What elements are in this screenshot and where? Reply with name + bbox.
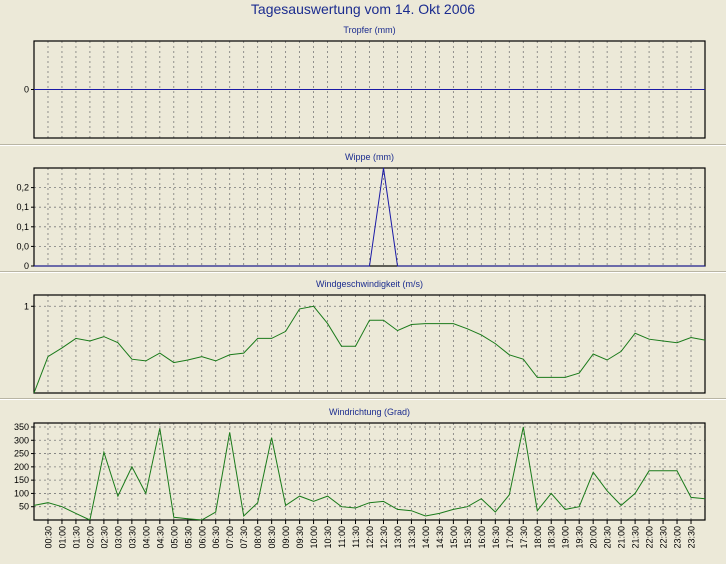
x-tick-label: 13:00	[393, 526, 403, 549]
chart-title-wippe: Wippe (mm)	[345, 152, 394, 162]
x-tick-label: 21:00	[617, 526, 627, 549]
y-tick-label: 50	[19, 502, 29, 512]
x-tick-label: 13:30	[407, 526, 417, 549]
x-tick-label: 21:30	[631, 526, 641, 549]
x-tick-label: 19:30	[575, 526, 585, 549]
y-tick-label: 0,1	[16, 222, 29, 232]
x-tick-label: 04:30	[155, 526, 165, 549]
x-tick-label: 02:00	[85, 526, 95, 549]
panel-separator	[0, 271, 726, 273]
y-tick-label: 100	[14, 488, 29, 498]
y-tick-label: 350	[14, 422, 29, 432]
x-tick-label: 23:00	[673, 526, 683, 549]
y-tick-label: 0,0	[16, 241, 29, 251]
x-tick-label: 09:30	[295, 526, 305, 549]
y-tick-label: 150	[14, 475, 29, 485]
chart-title-windrichtung: Windrichtung (Grad)	[329, 407, 410, 417]
x-tick-label: 15:30	[463, 526, 473, 549]
x-tick-label: 08:00	[253, 526, 263, 549]
x-tick-label: 07:30	[239, 526, 249, 549]
x-tick-label: 18:00	[533, 526, 543, 549]
x-tick-label: 14:00	[421, 526, 431, 549]
x-tick-label: 12:00	[365, 526, 375, 549]
x-tick-label: 02:30	[99, 526, 109, 549]
series-line-wippe	[34, 167, 705, 267]
page-title: Tagesauswertung vom 14. Okt 2006	[250, 1, 476, 17]
x-tick-label: 01:00	[57, 526, 67, 549]
x-tick-label: 17:00	[505, 526, 515, 549]
x-tick-label: 12:30	[379, 526, 389, 549]
chart-title-windgeschwindigkeit: Windgeschwindigkeit (m/s)	[316, 279, 423, 289]
x-tick-label: 08:30	[267, 526, 277, 549]
y-tick-label: 0,1	[16, 202, 29, 212]
x-tick-label: 16:00	[477, 526, 487, 549]
x-tick-label: 11:00	[337, 526, 347, 548]
x-tick-label: 05:30	[183, 526, 193, 549]
x-tick-label: 10:00	[309, 526, 319, 549]
y-tick-label: 0	[24, 85, 29, 95]
x-tick-label: 03:30	[127, 526, 137, 549]
x-tick-label: 22:00	[645, 526, 655, 549]
x-tick-label: 14:30	[435, 526, 445, 549]
x-tick-label: 19:00	[561, 526, 571, 549]
panel-separator	[0, 144, 726, 146]
x-tick-label: 04:00	[141, 526, 151, 549]
y-tick-label: 1	[24, 301, 29, 311]
x-tick-label: 20:30	[603, 526, 613, 549]
y-tick-label: 0	[24, 261, 29, 271]
x-tick-label: 05:00	[169, 526, 179, 549]
x-tick-label: 15:00	[449, 526, 459, 549]
x-tick-label: 23:30	[687, 526, 697, 549]
x-tick-label: 07:00	[225, 526, 235, 549]
x-tick-label: 16:30	[491, 526, 501, 549]
y-tick-label: 250	[14, 449, 29, 459]
plot-frame-wippe	[33, 167, 706, 267]
x-tick-label: 06:00	[197, 526, 207, 549]
x-tick-label: 18:30	[547, 526, 557, 549]
panel-separator	[0, 398, 726, 400]
series-line-windgeschwindigkeit	[33, 305, 706, 394]
x-tick-label: 22:30	[659, 526, 669, 549]
x-tick-label: 17:30	[519, 526, 529, 549]
y-tick-label: 200	[14, 462, 29, 472]
x-tick-label: 10:30	[323, 526, 333, 549]
x-tick-label: 11:30	[351, 526, 361, 548]
x-tick-label: 09:00	[281, 526, 291, 549]
series-line-windrichtung	[33, 426, 706, 521]
x-tick-label: 20:00	[589, 526, 599, 549]
y-tick-label: 0,2	[16, 183, 29, 193]
chart-title-tropfer: Tropfer (mm)	[343, 25, 395, 35]
y-tick-label: 300	[14, 435, 29, 445]
x-tick-label: 03:00	[113, 526, 123, 549]
x-tick-label: 06:30	[211, 526, 221, 549]
x-tick-label: 00:30	[43, 526, 53, 549]
x-tick-label: 01:30	[71, 526, 81, 549]
plot-frame-windgeschwindigkeit	[33, 294, 706, 394]
